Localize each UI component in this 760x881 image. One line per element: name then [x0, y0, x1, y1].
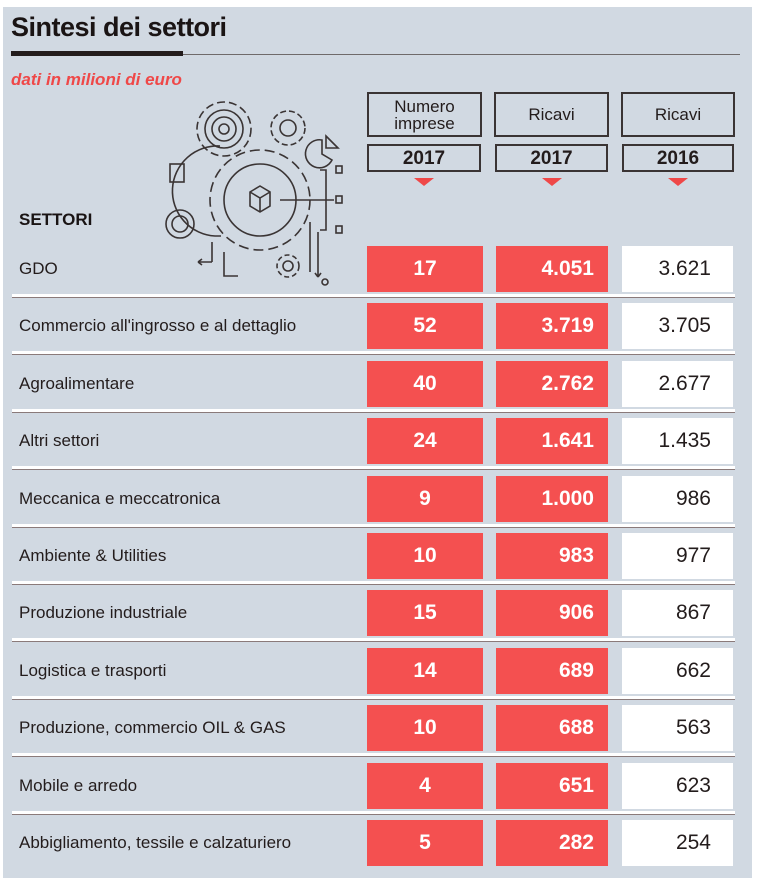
cell-imprese-2017: 10: [367, 533, 483, 579]
table-row: Meccanica e meccatronica 9 1.000 986: [0, 475, 760, 533]
table-row: Altri settori 24 1.641 1.435: [0, 418, 760, 475]
sector-label: Agroalimentare: [19, 373, 135, 393]
cell-ricavi-2016: 977: [622, 533, 733, 579]
table-row: Ambiente & Utilities 10 983 977: [0, 533, 760, 590]
table-row: Produzione industriale 15 906 867: [0, 590, 760, 647]
cell-ricavi-2017: 651: [496, 762, 608, 809]
row-divider: [12, 523, 735, 528]
row-divider: [12, 695, 735, 700]
column-header-numero-imprese: Numero imprese: [367, 92, 482, 137]
down-triangle-icon: [668, 178, 688, 186]
title-divider: [183, 54, 740, 55]
cell-ricavi-2016: 986: [622, 475, 733, 522]
table-row: Mobile e arredo 4 651 623: [0, 762, 760, 820]
sector-label: Produzione, commercio OIL & GAS: [19, 718, 286, 738]
cell-ricavi-2017: 1.000: [496, 475, 608, 522]
year-header-2017-imprese: 2017: [367, 144, 481, 172]
sector-label: Altri settori: [19, 431, 100, 451]
cell-ricavi-2016: 1.435: [622, 418, 733, 465]
cell-ricavi-2016: 867: [622, 590, 733, 637]
row-divider: [12, 351, 735, 356]
cell-ricavi-2017: 689: [496, 647, 608, 694]
down-triangle-icon: [414, 178, 434, 186]
table-row: Logistica e trasporti 14 689 662: [0, 647, 760, 705]
cell-imprese-2017: 5: [367, 820, 483, 866]
row-divider: [12, 638, 735, 643]
row-divider: [12, 753, 735, 758]
cell-ricavi-2016: 254: [622, 820, 733, 866]
cell-ricavi-2016: 2.677: [622, 360, 733, 407]
cell-imprese-2017: 40: [367, 360, 483, 407]
cell-ricavi-2016: 623: [622, 762, 733, 809]
cell-imprese-2017: 14: [367, 647, 483, 694]
sector-label: Logistica e trasporti: [19, 660, 167, 680]
table-row: GDO 17 4.051 3.621: [0, 246, 760, 303]
row-divider: [12, 466, 735, 471]
row-divider: [12, 581, 735, 585]
cell-imprese-2017: 4: [367, 762, 483, 809]
sector-label: GDO: [19, 259, 58, 278]
sector-label: Meccanica e meccatronica: [19, 488, 221, 508]
cell-ricavi-2017: 4.051: [496, 246, 608, 292]
cell-imprese-2017: 10: [367, 705, 483, 752]
sector-label: Abbigliamento, tessile e calzaturiero: [19, 833, 292, 852]
cell-ricavi-2017: 282: [496, 820, 608, 866]
year-header-2016-ricavi: 2016: [622, 144, 734, 172]
cell-ricavi-2016: 3.705: [622, 303, 733, 350]
table-row: Agroalimentare 40 2.762 2.677: [0, 360, 760, 418]
sector-label: Ambiente & Utilities: [19, 546, 167, 565]
cell-imprese-2017: 24: [367, 418, 483, 465]
row-header-settori: SETTORI: [19, 210, 93, 229]
cell-ricavi-2017: 906: [496, 590, 608, 637]
sector-label: Commercio all'ingrosso e al dettaglio: [19, 316, 297, 336]
cell-ricavi-2016: 563: [622, 705, 733, 752]
subtitle: dati in milioni di euro: [11, 70, 182, 89]
cell-ricavi-2017: 1.641: [496, 418, 608, 465]
cell-ricavi-2016: 662: [622, 647, 733, 694]
column-header-ricavi-2016: Ricavi: [621, 92, 735, 137]
row-divider: [12, 810, 735, 815]
table-row: Abbigliamento, tessile e calzaturiero 5 28…: [0, 820, 760, 877]
sector-label: Produzione industriale: [19, 603, 188, 623]
gears-technology-icon: [165, 101, 343, 286]
cell-imprese-2017: 15: [367, 590, 483, 637]
cell-ricavi-2016: 3.621: [622, 246, 733, 292]
table-row: Produzione, commercio OIL & GAS 10 688 563: [0, 705, 760, 762]
cell-imprese-2017: 17: [367, 246, 483, 292]
row-divider: [12, 408, 735, 413]
title-underline: [11, 51, 183, 56]
cell-imprese-2017: 52: [367, 303, 483, 350]
column-header-ricavi-2017: Ricavi: [494, 92, 609, 137]
cell-ricavi-2017: 983: [496, 533, 608, 579]
cell-ricavi-2017: 3.719: [496, 303, 608, 350]
table-row: Commercio all'ingrosso e al dettaglio 52 3…: [0, 303, 760, 360]
sector-label: Mobile e arredo: [19, 775, 138, 795]
cell-ricavi-2017: 2.762: [496, 360, 608, 407]
row-divider: [12, 294, 735, 298]
cell-imprese-2017: 9: [367, 475, 483, 522]
page-title: Sintesi dei settori: [11, 12, 227, 42]
cell-ricavi-2017: 688: [496, 705, 608, 752]
year-header-2017-ricavi: 2017: [495, 144, 608, 172]
down-triangle-icon: [542, 178, 562, 186]
